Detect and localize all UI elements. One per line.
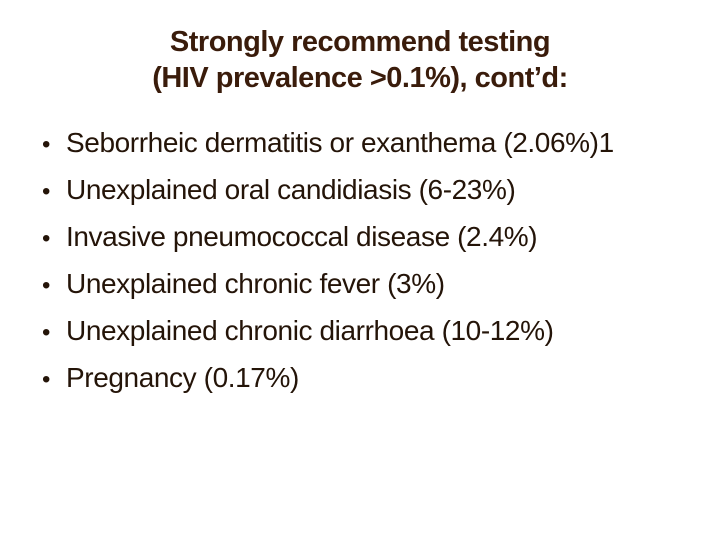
bullet-item: • Unexplained chronic diarrhoea (10-12%) (42, 308, 682, 355)
bullet-item: • Unexplained chronic fever (3%) (42, 261, 682, 308)
bullet-text: Unexplained chronic diarrhoea (10-12%) (66, 315, 554, 346)
bullet-text: Invasive pneumococcal disease (2.4%) (66, 221, 538, 252)
bullet-marker: • (42, 272, 51, 299)
bullet-item: • Seborrheic dermatitis or exanthema (2.… (42, 120, 682, 167)
bullet-text: Pregnancy (0.17%) (66, 362, 299, 393)
bullet-text: Seborrheic dermatitis or exanthema (2.06… (66, 127, 614, 158)
bullet-text: Unexplained oral candidiasis (6-23%) (66, 174, 516, 205)
bullet-item: • Invasive pneumococcal disease (2.4%) (42, 214, 682, 261)
slide-title-line-1: Strongly recommend testing (169, 26, 551, 58)
bullet-marker: • (42, 178, 51, 205)
bullet-list: • Seborrheic dermatitis or exanthema (2.… (42, 120, 682, 402)
bullet-marker: • (42, 366, 51, 393)
bullet-text: Unexplained chronic fever (3%) (66, 268, 445, 299)
slide-title: Strongly recommend testing (HIV prevalen… (0, 24, 720, 96)
bullet-item: • Pregnancy (0.17%) (42, 355, 682, 402)
slide-title-line-2: (HIV prevalence >0.1%), cont’d: (152, 62, 568, 94)
bullet-item: • Unexplained oral candidiasis (6-23%) (42, 167, 682, 214)
bullet-marker: • (42, 319, 51, 346)
bullet-marker: • (42, 131, 51, 158)
bullet-marker: • (42, 225, 51, 252)
